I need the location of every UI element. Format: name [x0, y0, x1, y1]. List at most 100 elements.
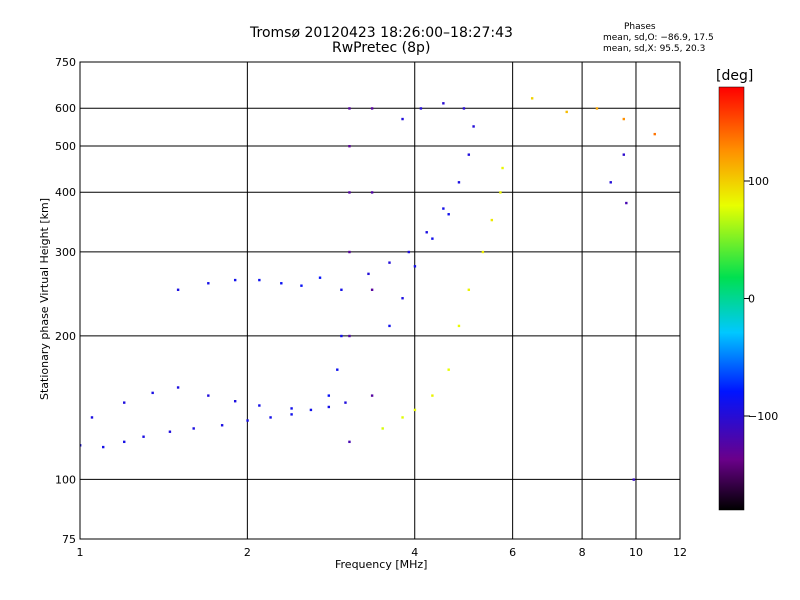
x-axis-ticks: 1 2 4 6 8 10 12	[77, 546, 688, 559]
data-point	[462, 107, 466, 110]
data-point	[457, 324, 461, 328]
chart-title: Tromsø 20120423 18:26:00–18:27:43	[250, 25, 513, 41]
x-tick-label: 6	[509, 546, 516, 559]
x-axis-label: Frequency [MHz]	[335, 558, 427, 571]
data-point	[447, 368, 450, 371]
data-point	[401, 297, 404, 300]
data-point	[413, 265, 417, 268]
data-point	[220, 424, 224, 427]
chart-subtitle: RwPretec (8p)	[332, 40, 431, 56]
data-point	[348, 440, 351, 444]
data-point	[499, 191, 502, 194]
data-point	[192, 427, 195, 430]
data-point	[625, 201, 628, 205]
plot-area	[80, 62, 680, 539]
data-point	[609, 181, 612, 184]
data-point	[142, 435, 145, 438]
y-tick-label: 300	[55, 246, 76, 259]
data-point	[481, 250, 485, 254]
plot-frame	[79, 61, 681, 540]
y-axis-ticks: 75 100 200 300 400 500 600 750	[55, 56, 76, 546]
data-point	[269, 416, 272, 419]
data-point	[442, 207, 445, 210]
data-point	[370, 107, 374, 110]
x-tick-label: 1	[77, 546, 84, 559]
phase-stats-o-mode: mean, sd,O: −86.9, 17.5	[603, 33, 714, 43]
data-point	[401, 416, 404, 419]
data-point	[340, 288, 343, 291]
data-point	[123, 440, 126, 444]
data-point	[388, 324, 391, 328]
data-point	[425, 231, 428, 234]
data-point	[80, 444, 82, 447]
data-point	[151, 391, 154, 395]
y-tick-label: 500	[55, 140, 76, 153]
phase-stats-x-mode: mean, sd,X: 95.5, 20.3	[603, 44, 706, 54]
data-point	[467, 153, 471, 156]
data-point	[348, 107, 351, 110]
data-point	[457, 181, 461, 184]
data-point	[309, 408, 313, 412]
data-point	[246, 419, 249, 422]
y-tick-label: 600	[55, 102, 76, 115]
data-point	[280, 282, 283, 285]
phase-stats-heading: Phases	[624, 22, 656, 32]
data-point	[501, 166, 504, 170]
data-point	[336, 368, 339, 371]
y-tick-label: 400	[55, 186, 76, 199]
x-tick-label: 4	[411, 546, 418, 559]
y-tick-label: 200	[55, 330, 76, 343]
y-tick-label: 75	[62, 533, 76, 546]
y-tick-label: 100	[55, 473, 76, 486]
data-point	[348, 144, 351, 148]
data-point	[530, 97, 534, 100]
x-tick-label: 10	[629, 546, 643, 559]
data-point	[381, 427, 384, 430]
data-point	[595, 107, 599, 110]
data-point	[413, 408, 417, 412]
data-point	[327, 405, 331, 409]
data-point	[176, 386, 180, 389]
x-tick-label: 2	[244, 546, 251, 559]
x-tick-label: 8	[579, 546, 586, 559]
data-point	[388, 261, 391, 264]
data-point	[90, 416, 94, 419]
data-point	[233, 278, 237, 282]
data-point	[300, 284, 303, 287]
colorbar	[718, 86, 745, 511]
data-point	[653, 132, 656, 136]
data-point	[565, 110, 568, 114]
x-tick-label: 12	[673, 546, 687, 559]
data-point	[442, 102, 445, 105]
colorbar-tick-label: 100	[748, 175, 769, 188]
data-point	[348, 250, 351, 254]
data-point	[622, 117, 625, 121]
data-point	[344, 401, 347, 404]
data-point	[407, 250, 411, 254]
data-point	[467, 288, 471, 291]
data-point	[490, 218, 494, 222]
data-point	[123, 401, 126, 404]
data-point	[327, 394, 331, 397]
colorbar-ticks: 100 0 −100	[744, 175, 778, 423]
data-point	[431, 237, 434, 240]
data-points	[80, 97, 656, 481]
data-point	[472, 125, 475, 128]
data-point	[233, 400, 237, 403]
data-point	[207, 394, 210, 397]
data-point	[348, 334, 351, 338]
data-point	[348, 191, 351, 194]
grid-lines	[80, 62, 680, 539]
data-point	[370, 191, 374, 194]
data-point	[258, 278, 261, 282]
y-axis-label: Stationary phase Virtual Height [km]	[38, 198, 51, 400]
data-point	[102, 445, 105, 449]
data-point	[176, 288, 180, 291]
data-point	[318, 276, 322, 279]
data-point	[340, 334, 343, 338]
data-point	[632, 478, 635, 481]
data-point	[370, 288, 374, 291]
data-point	[367, 272, 370, 276]
data-point	[622, 153, 625, 156]
